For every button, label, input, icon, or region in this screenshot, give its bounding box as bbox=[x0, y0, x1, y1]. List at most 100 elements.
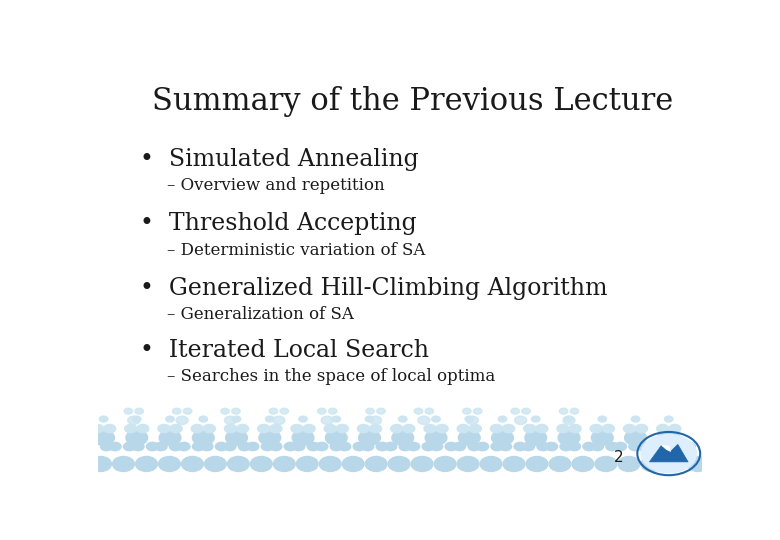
Circle shape bbox=[191, 424, 204, 433]
Text: – Generalization of SA: – Generalization of SA bbox=[167, 306, 354, 323]
Circle shape bbox=[296, 456, 318, 471]
Circle shape bbox=[661, 442, 672, 451]
Circle shape bbox=[265, 416, 274, 422]
Text: – Searches in the space of local optima: – Searches in the space of local optima bbox=[167, 368, 495, 386]
Circle shape bbox=[104, 424, 115, 433]
Circle shape bbox=[459, 430, 480, 445]
Circle shape bbox=[687, 456, 709, 471]
Circle shape bbox=[366, 408, 374, 414]
Circle shape bbox=[569, 442, 580, 451]
Circle shape bbox=[675, 442, 687, 451]
Circle shape bbox=[480, 456, 502, 471]
Circle shape bbox=[224, 442, 236, 451]
Circle shape bbox=[193, 430, 214, 445]
Circle shape bbox=[147, 442, 158, 451]
Circle shape bbox=[342, 456, 364, 471]
Circle shape bbox=[549, 456, 571, 471]
Circle shape bbox=[292, 442, 305, 451]
Circle shape bbox=[170, 424, 182, 433]
Circle shape bbox=[133, 416, 141, 422]
Circle shape bbox=[665, 416, 673, 422]
Circle shape bbox=[598, 416, 607, 422]
Circle shape bbox=[425, 408, 434, 414]
Circle shape bbox=[280, 408, 289, 414]
Circle shape bbox=[109, 442, 121, 451]
Polygon shape bbox=[661, 446, 671, 451]
Circle shape bbox=[522, 408, 530, 414]
Circle shape bbox=[259, 430, 281, 445]
Circle shape bbox=[273, 416, 285, 424]
Circle shape bbox=[339, 442, 351, 451]
Text: •  Threshold Accepting: • Threshold Accepting bbox=[140, 212, 417, 235]
Circle shape bbox=[470, 424, 481, 433]
Circle shape bbox=[90, 456, 112, 471]
Circle shape bbox=[498, 416, 507, 422]
Circle shape bbox=[636, 424, 647, 433]
Circle shape bbox=[392, 430, 413, 445]
Circle shape bbox=[572, 456, 594, 471]
Circle shape bbox=[155, 442, 167, 451]
Circle shape bbox=[641, 435, 697, 472]
Circle shape bbox=[569, 424, 581, 433]
Circle shape bbox=[558, 430, 580, 445]
Circle shape bbox=[126, 430, 147, 445]
Circle shape bbox=[125, 424, 136, 433]
Circle shape bbox=[124, 408, 133, 414]
Circle shape bbox=[365, 416, 374, 422]
Circle shape bbox=[531, 416, 540, 422]
Text: •  Simulated Annealing: • Simulated Annealing bbox=[140, 148, 419, 171]
Circle shape bbox=[269, 408, 278, 414]
Circle shape bbox=[204, 424, 215, 433]
Circle shape bbox=[328, 408, 337, 414]
Circle shape bbox=[225, 416, 236, 424]
Circle shape bbox=[503, 456, 525, 471]
Circle shape bbox=[658, 430, 679, 445]
Circle shape bbox=[408, 442, 420, 451]
Circle shape bbox=[499, 442, 512, 451]
Circle shape bbox=[135, 408, 144, 414]
Polygon shape bbox=[650, 444, 688, 462]
Circle shape bbox=[399, 416, 407, 422]
Circle shape bbox=[274, 456, 295, 471]
Circle shape bbox=[239, 442, 250, 451]
Circle shape bbox=[391, 424, 402, 433]
Circle shape bbox=[424, 424, 436, 433]
Circle shape bbox=[93, 430, 115, 445]
Circle shape bbox=[362, 442, 374, 451]
Circle shape bbox=[303, 424, 315, 433]
Circle shape bbox=[411, 456, 433, 471]
Circle shape bbox=[91, 424, 104, 433]
Circle shape bbox=[201, 442, 213, 451]
Circle shape bbox=[321, 416, 333, 424]
Circle shape bbox=[250, 456, 272, 471]
Circle shape bbox=[225, 430, 247, 445]
Circle shape bbox=[261, 442, 274, 451]
Circle shape bbox=[365, 456, 387, 471]
Circle shape bbox=[225, 424, 236, 433]
Circle shape bbox=[618, 456, 640, 471]
Circle shape bbox=[491, 442, 503, 451]
Circle shape bbox=[284, 442, 296, 451]
Circle shape bbox=[477, 442, 488, 451]
Circle shape bbox=[515, 416, 527, 424]
Circle shape bbox=[172, 408, 181, 414]
Circle shape bbox=[591, 442, 604, 451]
Circle shape bbox=[434, 456, 456, 471]
Circle shape bbox=[330, 442, 342, 451]
Circle shape bbox=[657, 424, 668, 433]
Circle shape bbox=[370, 416, 381, 424]
Circle shape bbox=[591, 430, 613, 445]
Circle shape bbox=[431, 442, 443, 451]
Circle shape bbox=[376, 442, 388, 451]
Circle shape bbox=[215, 442, 228, 451]
Circle shape bbox=[465, 416, 473, 422]
Circle shape bbox=[316, 442, 328, 451]
Circle shape bbox=[228, 456, 250, 471]
Circle shape bbox=[399, 442, 411, 451]
Circle shape bbox=[353, 442, 365, 451]
Circle shape bbox=[668, 424, 681, 433]
Circle shape bbox=[377, 408, 385, 414]
Circle shape bbox=[291, 424, 303, 433]
Circle shape bbox=[445, 442, 457, 451]
Circle shape bbox=[629, 442, 641, 451]
